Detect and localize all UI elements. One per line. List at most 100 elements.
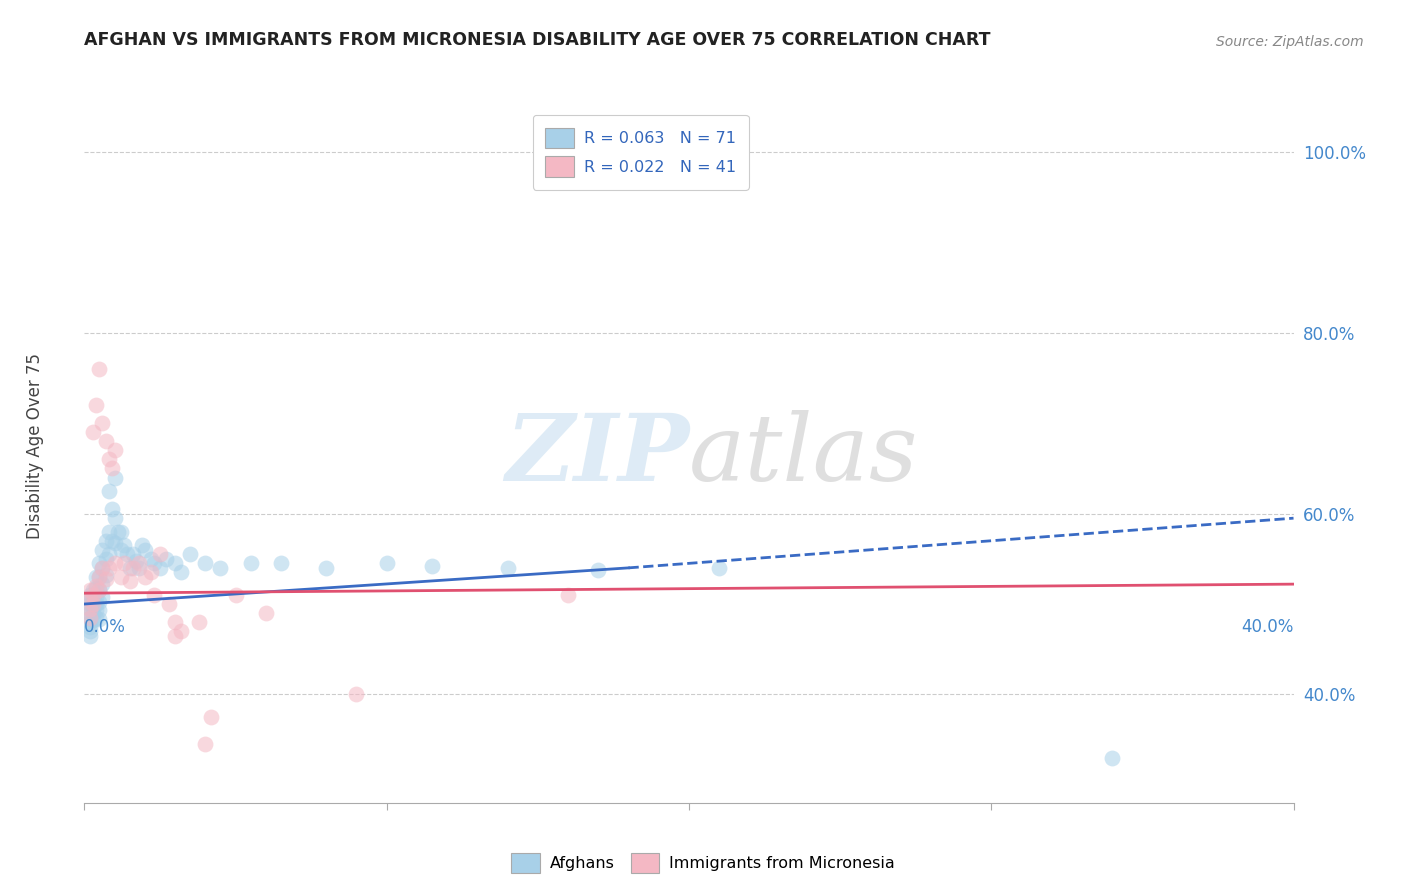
Point [104, 470, 127, 484]
Point [346, 687, 368, 701]
Point [200, 710, 222, 724]
Point [112, 538, 135, 552]
Point [128, 561, 150, 575]
Point [86, 603, 108, 617]
Point [107, 524, 129, 539]
Point [82, 613, 104, 627]
Point [1101, 750, 1123, 764]
Point [86, 579, 108, 593]
Point [139, 566, 162, 580]
Text: Source: ZipAtlas.com: Source: ZipAtlas.com [1216, 35, 1364, 49]
Point [104, 535, 127, 549]
Point [91, 417, 114, 431]
Point [115, 547, 138, 561]
Point [254, 606, 277, 620]
Point [134, 542, 156, 557]
Point [163, 557, 186, 571]
Point [496, 561, 519, 575]
Point [118, 561, 141, 575]
Point [110, 542, 132, 557]
Point [97, 452, 120, 467]
Point [79, 619, 101, 633]
Point [188, 615, 211, 629]
Point [91, 577, 114, 591]
Point [91, 561, 114, 575]
Point [89, 570, 111, 584]
Point [82, 597, 104, 611]
Text: ZIP: ZIP [505, 410, 689, 500]
Point [121, 561, 143, 575]
Point [86, 570, 108, 584]
Point [79, 606, 101, 620]
Point [709, 561, 731, 575]
Point [79, 597, 101, 611]
Point [91, 590, 114, 604]
Point [118, 574, 141, 589]
Point [79, 583, 101, 598]
Text: atlas: atlas [689, 410, 918, 500]
Text: Disability Age Over 75: Disability Age Over 75 [27, 353, 44, 539]
Point [79, 592, 101, 607]
Text: AFGHAN VS IMMIGRANTS FROM MICRONESIA DISABILITY AGE OVER 75 CORRELATION CHART: AFGHAN VS IMMIGRANTS FROM MICRONESIA DIS… [84, 31, 991, 49]
Point [79, 601, 101, 615]
Point [86, 398, 108, 412]
Point [94, 568, 117, 582]
Point [588, 563, 610, 577]
Point [557, 588, 579, 602]
Point [86, 581, 108, 595]
Point [86, 590, 108, 604]
Point [194, 737, 217, 751]
Point [79, 624, 101, 639]
Point [82, 425, 104, 440]
Point [82, 583, 104, 598]
Point [91, 561, 114, 575]
Point [104, 443, 127, 458]
Legend: R = 0.063   N = 71, R = 0.022   N = 41: R = 0.063 N = 71, R = 0.022 N = 41 [533, 115, 748, 190]
Point [97, 484, 120, 499]
Point [270, 557, 292, 571]
Point [79, 629, 101, 643]
Point [100, 461, 122, 475]
Point [155, 551, 177, 566]
Point [79, 601, 101, 615]
Point [157, 597, 180, 611]
Point [194, 557, 217, 571]
Point [91, 542, 114, 557]
Point [94, 551, 117, 566]
Text: 0.0%: 0.0% [84, 618, 127, 636]
Point [209, 561, 232, 575]
Text: 40.0%: 40.0% [1241, 618, 1294, 636]
Point [170, 624, 193, 639]
Point [139, 551, 162, 566]
Point [142, 588, 165, 602]
Point [163, 615, 186, 629]
Point [89, 557, 111, 571]
Point [128, 557, 150, 571]
Point [97, 561, 120, 575]
Point [79, 610, 101, 624]
Point [79, 615, 101, 629]
Point [89, 583, 111, 598]
Point [121, 547, 143, 561]
Point [163, 629, 186, 643]
Point [170, 566, 193, 580]
Point [315, 561, 337, 575]
Point [79, 588, 101, 602]
Point [86, 610, 108, 624]
Point [89, 362, 111, 376]
Point [110, 570, 132, 584]
Point [86, 597, 108, 611]
Point [89, 583, 111, 598]
Point [125, 554, 148, 568]
Legend: Afghans, Immigrants from Micronesia: Afghans, Immigrants from Micronesia [505, 847, 901, 880]
Point [179, 547, 201, 561]
Point [79, 610, 101, 624]
Point [134, 570, 156, 584]
Point [104, 557, 127, 571]
Point [94, 533, 117, 548]
Point [94, 572, 117, 586]
Point [100, 502, 122, 516]
Point [82, 588, 104, 602]
Point [82, 592, 104, 607]
Point [225, 588, 247, 602]
